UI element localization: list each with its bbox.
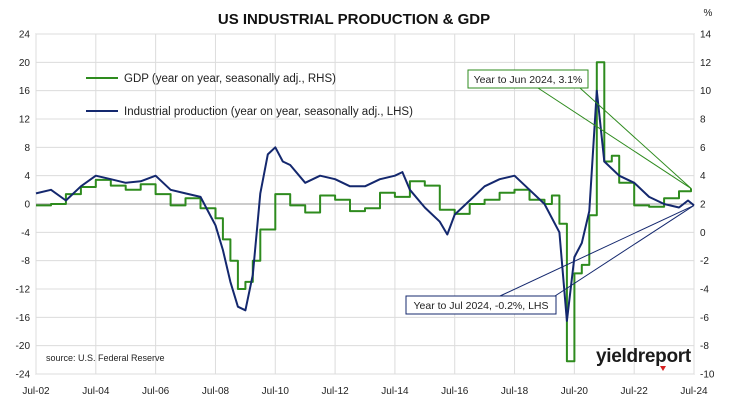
source-note: source: U.S. Federal Reserve bbox=[46, 353, 165, 363]
annotation-leader-ip bbox=[554, 204, 695, 297]
legend: GDP (year on year, seasonally adj., RHS)… bbox=[86, 73, 413, 118]
left-tick-label: 0 bbox=[24, 200, 30, 211]
logo-mark-icon bbox=[660, 366, 666, 371]
x-tick-label: Jul-20 bbox=[561, 386, 589, 397]
left-tick-label: -8 bbox=[21, 256, 30, 267]
x-tick-label: Jul-24 bbox=[680, 386, 708, 397]
left-tick-label: -24 bbox=[16, 370, 31, 381]
x-tick-label: Jul-16 bbox=[441, 386, 469, 397]
right-tick-label: 4 bbox=[700, 171, 706, 182]
legend-label-gdp: GDP (year on year, seasonally adj., RHS) bbox=[124, 73, 336, 85]
left-tick-label: -16 bbox=[16, 313, 31, 324]
left-tick-label: -4 bbox=[21, 228, 30, 239]
right-axis: -10 -8 -6 -4 -2 0 2 4 6 8 10 12 14 bbox=[700, 30, 715, 381]
left-tick-label: 4 bbox=[24, 171, 30, 182]
annotation-leader-gdp bbox=[537, 87, 692, 189]
annotations: Year to Jun 2024, 3.1% Year to Jul 2024, … bbox=[405, 69, 695, 315]
x-axis: Jul-02 Jul-04 Jul-06 Jul-08 Jul-10 Jul-12 Jul-… bbox=[22, 386, 708, 397]
left-tick-label: 24 bbox=[19, 30, 31, 41]
right-tick-label: -10 bbox=[700, 370, 715, 381]
gdp-line bbox=[36, 61, 692, 363]
x-tick-label: Jul-22 bbox=[621, 386, 649, 397]
right-tick-label: -4 bbox=[700, 285, 709, 296]
left-tick-label: 12 bbox=[19, 115, 31, 126]
annotation-box-gdp bbox=[467, 69, 589, 89]
left-tick-label: -20 bbox=[16, 341, 31, 352]
chart-title: US INDUSTRIAL PRODUCTION & GDP bbox=[218, 11, 490, 28]
series-layer bbox=[35, 61, 695, 363]
right-tick-label: -2 bbox=[700, 256, 709, 267]
annotation-gdp: Year to Jun 2024, 3.1% bbox=[474, 74, 583, 86]
x-tick-label: Jul-10 bbox=[262, 386, 290, 397]
right-tick-label: 8 bbox=[700, 115, 706, 126]
right-tick-label: 14 bbox=[700, 30, 712, 41]
left-tick-label: 20 bbox=[19, 58, 31, 69]
right-tick-label: 2 bbox=[700, 200, 706, 211]
x-tick-label: Jul-14 bbox=[381, 386, 409, 397]
annotation-box-ip bbox=[405, 295, 557, 315]
legend-label-ip: Industrial production (year on year, sea… bbox=[124, 106, 413, 118]
x-tick-label: Jul-08 bbox=[202, 386, 230, 397]
x-tick-label: Jul-06 bbox=[142, 386, 170, 397]
right-tick-label: 10 bbox=[700, 86, 712, 97]
logo: yieldreport bbox=[596, 346, 692, 371]
industrial-production-line bbox=[35, 89, 695, 322]
right-tick-label: 6 bbox=[700, 143, 706, 154]
x-tick-label: Jul-18 bbox=[501, 386, 529, 397]
left-tick-label: 16 bbox=[19, 86, 31, 97]
left-tick-label: -12 bbox=[16, 285, 31, 296]
x-tick-label: Jul-04 bbox=[82, 386, 110, 397]
annotation-leader-ip bbox=[499, 204, 695, 297]
x-tick-label: Jul-12 bbox=[321, 386, 349, 397]
x-tick-label: Jul-02 bbox=[22, 386, 50, 397]
logo-text: yieldreport bbox=[596, 346, 692, 367]
right-tick-label: -6 bbox=[700, 313, 709, 324]
right-tick-label: 12 bbox=[700, 58, 712, 69]
right-tick-label: -8 bbox=[700, 341, 709, 352]
grid bbox=[35, 33, 695, 375]
annotation-leader-gdp bbox=[579, 87, 692, 189]
right-tick-label: 0 bbox=[700, 228, 706, 239]
right-axis-unit: % bbox=[704, 8, 713, 19]
left-tick-label: 8 bbox=[24, 143, 30, 154]
left-axis: -24 -20 -16 -12 -8 -4 0 4 8 12 16 20 24 bbox=[16, 30, 31, 381]
annotation-ip: Year to Jul 2024, -0.2%, LHS bbox=[413, 300, 548, 312]
